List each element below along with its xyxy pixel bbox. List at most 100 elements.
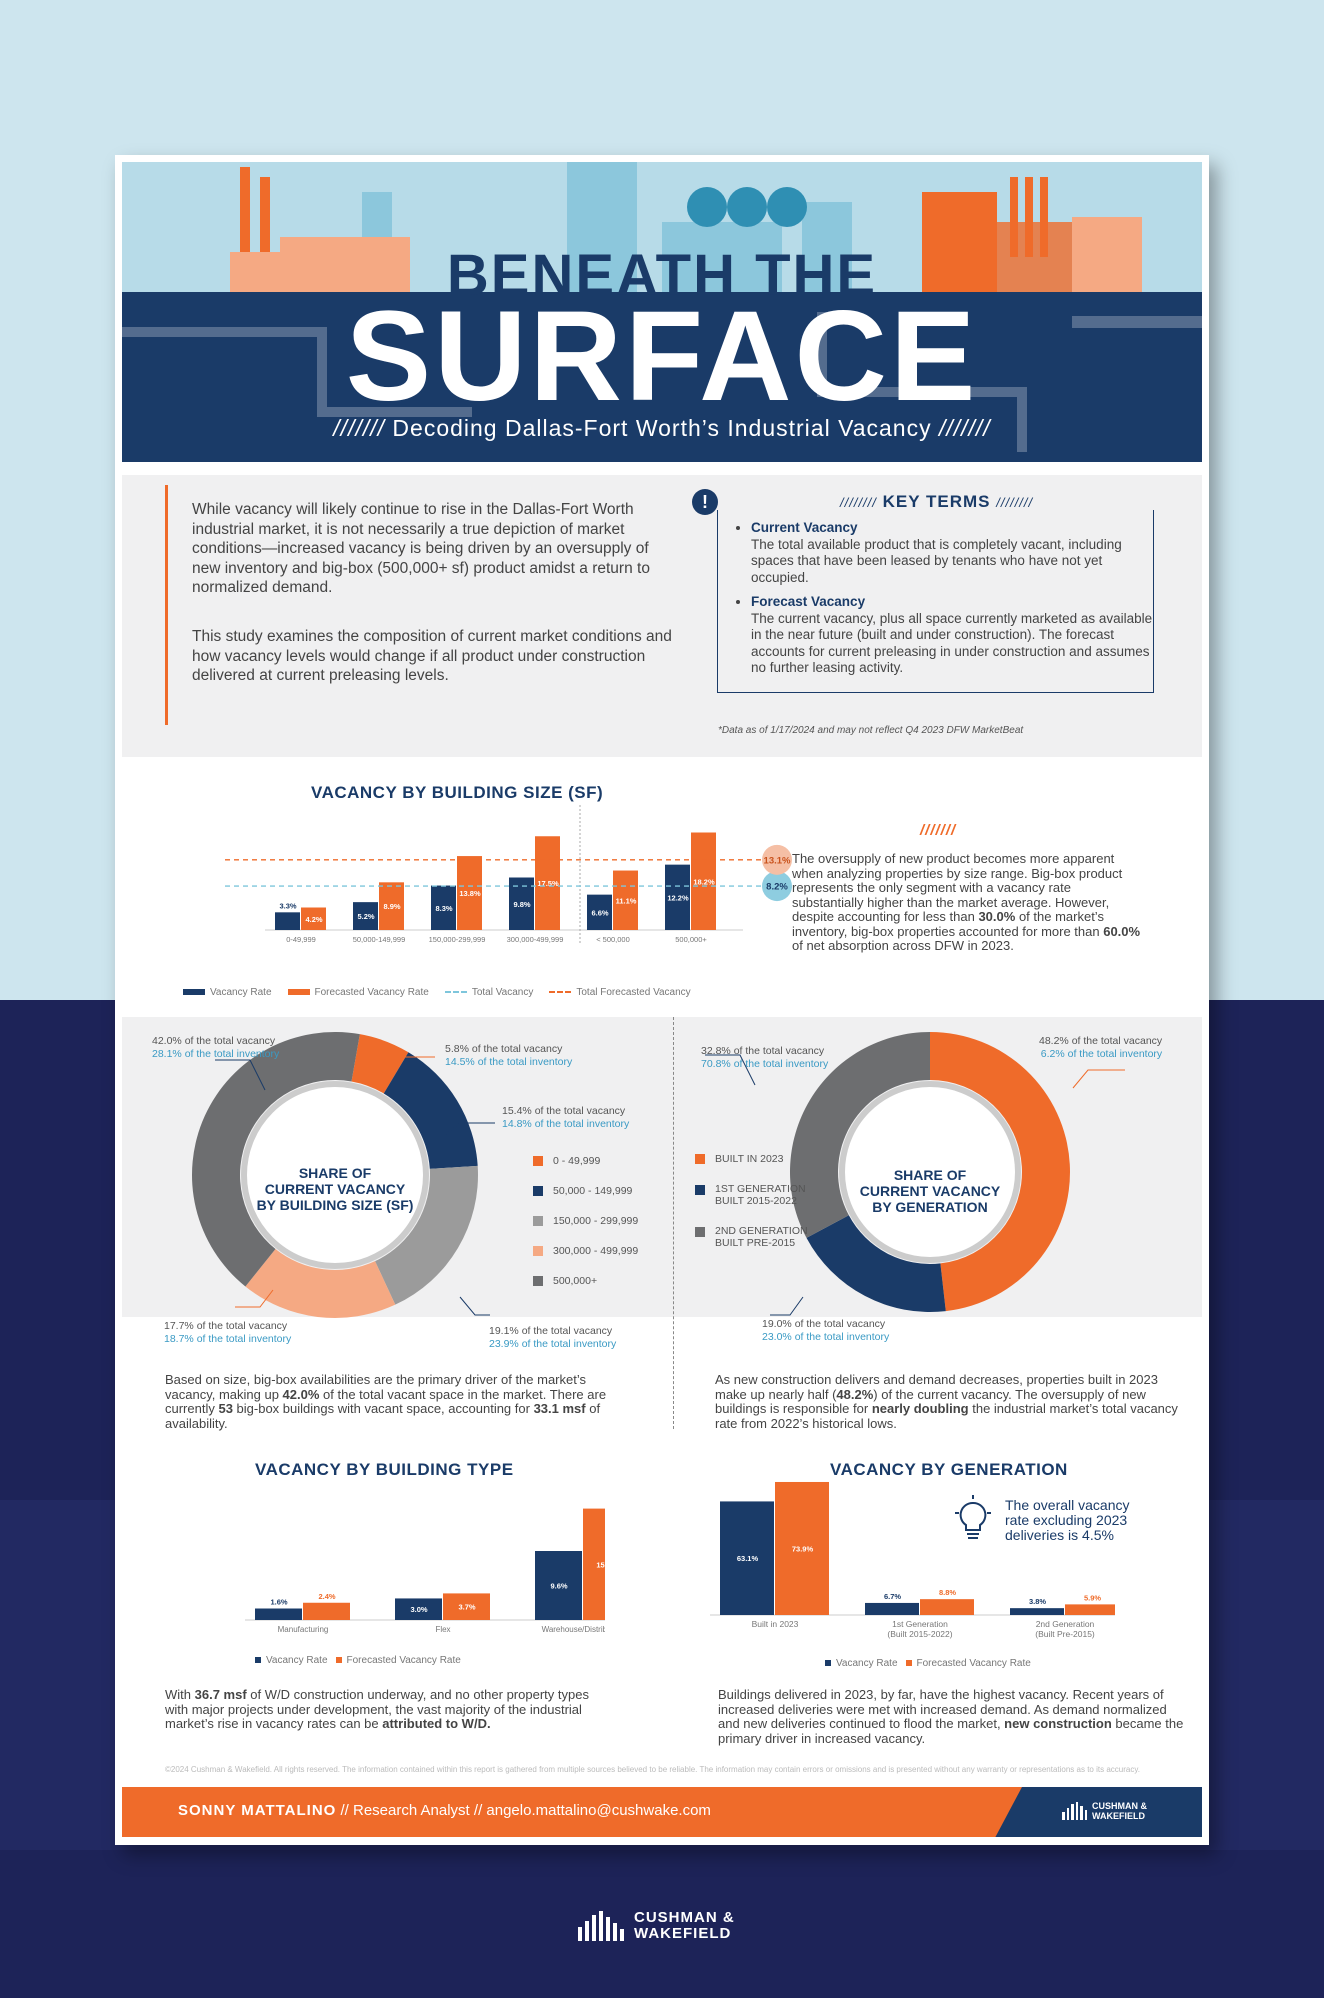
callout-150000-299999: 19.1% of the total vacancy 23.9% of the t…	[489, 1325, 617, 1350]
data-label: 6.6%	[591, 908, 608, 917]
bar-forecast	[775, 1481, 829, 1615]
building-type-bar-chart: 1.6% 2.4% Manufacturing 3.0% 3.7% Flex 9.6% 15.…	[245, 1508, 605, 1634]
data-label: 9.6%	[550, 1582, 567, 1591]
bar-vacancy	[1010, 1608, 1064, 1615]
data-label: 5.9%	[1084, 1593, 1101, 1602]
subtitle: /////// Decoding Dallas-Fort Worth’s Ind…	[333, 415, 991, 441]
bar-forecast	[583, 1508, 605, 1620]
intro-section: While vacancy will likely continue to ri…	[122, 475, 1202, 757]
tick-label: Flex	[435, 1625, 450, 1634]
reference-label: 8.2%	[766, 882, 788, 893]
bar-vacancy	[665, 864, 690, 930]
building-type-description: With 36.7 msf of W/D construction underw…	[165, 1687, 589, 1731]
donut-size-legend: 0 - 49,999 50,000 - 149,999 150,000 - 29…	[533, 1155, 638, 1305]
callout-1st-generation: 19.0% of the total vacancy 23.0% of the t…	[762, 1318, 890, 1343]
generation-bar-chart: 63.1% 73.9% Built in 2023 6.7% 8.8% 1st Gener…	[710, 1481, 1115, 1639]
data-label: 9.8%	[513, 900, 530, 909]
header-banner: BENEATH THE SURFACE /////// Decoding Dal…	[122, 162, 1202, 462]
tick-label: 0-49,999	[286, 935, 316, 944]
pipes-pattern	[122, 312, 1202, 452]
section-title-building-size: VACANCY BY BUILDING SIZE (SF)	[311, 783, 604, 802]
bar-forecast	[457, 856, 482, 930]
donut-chart-generation	[790, 1032, 1071, 1312]
bar-forecast	[301, 907, 326, 930]
reference-badge	[762, 844, 792, 875]
tick-label: 1st Generation	[892, 1619, 948, 1629]
bar-forecast	[443, 1593, 490, 1620]
bar-vacancy	[587, 894, 612, 930]
data-label: 5.2%	[357, 912, 374, 921]
copyright-notice: ©2024 Cushman & Wakefield. All rights re…	[165, 1765, 1140, 1774]
bar-forecast	[379, 882, 404, 930]
data-label: 11.1%	[616, 896, 637, 905]
tick-label: 50,000-149,999	[353, 935, 406, 944]
donut-gen-legend: BUILT IN 2023 1ST GENERATION BUILT 2015-…	[695, 1153, 808, 1267]
donut-gen-center-label: SHARE OF CURRENT VACANCY BY GENERATION	[859, 1167, 1001, 1215]
data-label: 3.3%	[279, 901, 296, 910]
data-label: 18.2%	[693, 877, 715, 886]
bar-vacancy	[395, 1598, 442, 1620]
generation-callout-text: The overall vacancy rate excluding 2023 …	[1005, 1497, 1130, 1543]
cushman-wakefield-logo-small: CUSHMAN & WAKEFIELD	[1062, 1801, 1147, 1821]
tick-label: 500,000+	[675, 935, 707, 944]
data-label: 4.2%	[305, 915, 322, 924]
callout-0-49999: 5.8% of the total vacancy 14.5% of the to…	[445, 1043, 573, 1068]
building-size-description: The oversupply of new product becomes mo…	[792, 851, 1141, 953]
bar-forecast	[920, 1599, 974, 1615]
tick-label: 2nd Generation	[1036, 1619, 1095, 1629]
donut-gen-callout-lines	[705, 1054, 1125, 1316]
donut-slice	[930, 1032, 1071, 1312]
section-title-building-type: VACANCY BY BUILDING TYPE	[255, 1460, 514, 1479]
data-label: 15.5%	[596, 1560, 605, 1569]
infographic-poster: BENEATH THE SURFACE /////// Decoding Dal…	[115, 155, 1209, 1845]
section-title-generation: VACANCY BY GENERATION	[830, 1460, 1068, 1479]
title-big: SURFACE	[345, 285, 979, 428]
bar-forecast	[303, 1602, 350, 1620]
bar-vacancy	[535, 1551, 582, 1620]
author-email[interactable]: angelo.mattalino@cushwake.com	[486, 1802, 711, 1819]
accent-bar	[165, 485, 168, 725]
donut-slice	[383, 1052, 478, 1169]
bar-vacancy	[275, 912, 300, 930]
tick-label: (Built 2015-2022)	[887, 1629, 952, 1639]
data-label: 13.8%	[459, 889, 481, 898]
bar-forecast	[1065, 1604, 1115, 1615]
callout-2nd-generation: 32.8% of the total vacancy 70.8% of the t…	[701, 1045, 829, 1070]
tick-label: Warehouse/Distribution	[542, 1625, 605, 1634]
header-navy-band	[122, 292, 1202, 462]
tick-label: Built in 2023	[752, 1619, 799, 1629]
generation-legend: Vacancy Rate Forecasted Vacancy Rate	[825, 1658, 1031, 1669]
tick-label: 150,000-299,999	[429, 935, 486, 944]
callout-50000-149999: 15.4% of the total vacancy 14.8% of the t…	[502, 1105, 630, 1130]
reference-label: 13.1%	[764, 855, 791, 866]
data-label: 12.2%	[667, 893, 689, 902]
data-label: 8.9%	[383, 902, 400, 911]
author-credit: SONNY MATTALINO // Research Analyst // a…	[178, 1802, 711, 1819]
donut-slice	[351, 1034, 409, 1094]
lightbulb-icon	[955, 1495, 991, 1539]
data-label: 17.5%	[537, 879, 559, 888]
data-note: *Data as of 1/17/2024 and may not reflec…	[718, 725, 1024, 736]
data-label: 3.7%	[458, 1603, 475, 1612]
donut-slice	[806, 1215, 946, 1312]
bar-forecast	[535, 836, 560, 930]
bar-vacancy	[353, 902, 378, 930]
industrial-skyline-illustration	[230, 162, 1142, 292]
donut-hole	[241, 1081, 429, 1269]
data-label: 1.6%	[270, 1598, 287, 1607]
panel-divider	[673, 1017, 674, 1429]
callout-300000-499999: 17.7% of the total vacancy 18.7% of the t…	[164, 1320, 292, 1345]
cushman-wakefield-logo: CUSHMAN & WAKEFIELD	[578, 1908, 748, 1944]
tick-label: (Built Pre-2015)	[1035, 1629, 1095, 1639]
intro-paragraph-2: This study examines the composition of c…	[192, 628, 672, 684]
bar-vacancy	[865, 1602, 919, 1615]
bar-forecast	[691, 832, 716, 930]
building-type-legend: Vacancy Rate Forecasted Vacancy Rate	[255, 1655, 461, 1666]
donut-chart-building-size	[192, 1032, 478, 1318]
data-label: 6.7%	[884, 1592, 901, 1601]
data-label: 63.1%	[737, 1554, 759, 1563]
donut-slice	[375, 1165, 478, 1305]
